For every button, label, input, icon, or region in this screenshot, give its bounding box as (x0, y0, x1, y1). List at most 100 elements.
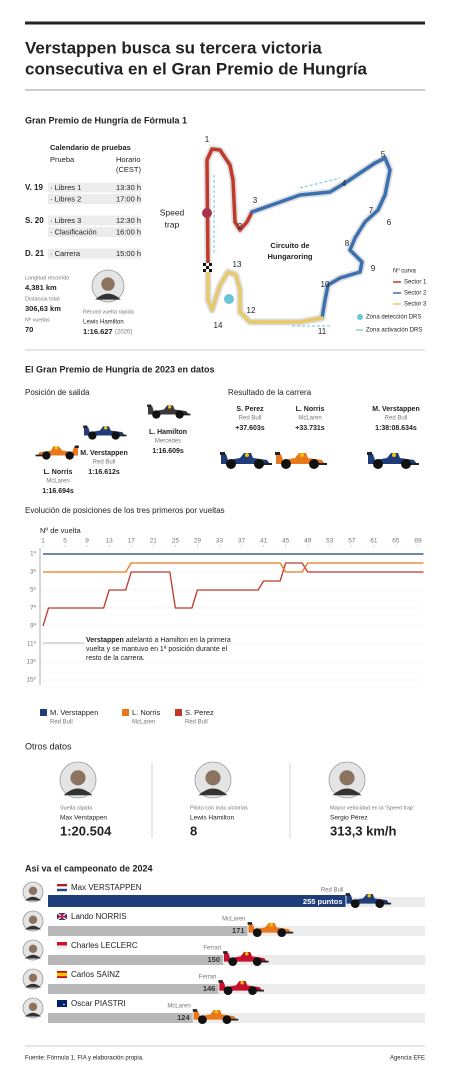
x-tick-label: 5 (63, 538, 67, 545)
car-wheel (198, 1015, 207, 1024)
curve-number: 12 (247, 306, 256, 315)
column-header: (CEST) (116, 165, 142, 174)
portrait-body (25, 983, 41, 988)
agency: Agencia EFE (390, 1056, 425, 1062)
legend-swatch (122, 709, 129, 716)
flag (57, 913, 67, 920)
x-tick-label: 57 (348, 538, 356, 545)
curve-number: 3 (253, 196, 258, 205)
curve-number: 13 (233, 260, 242, 269)
flag (57, 1000, 67, 1007)
row-background (48, 182, 141, 193)
curve-number: 9 (371, 264, 376, 273)
record-year: (2020) (115, 330, 132, 336)
legend-label: Sector 3 (404, 302, 427, 308)
car-wing (147, 404, 152, 407)
title: Verstappen busca su tercera victoria (25, 38, 322, 57)
driver-name: Charles LECLERC (71, 941, 138, 950)
source: Fuente: Fórmula 1, FIA y elaboración pro… (25, 1056, 144, 1062)
session-time: 12:30 h (116, 216, 141, 225)
lap-time: 1:16.612s (88, 469, 120, 476)
legend-label: Sector 1 (404, 280, 427, 286)
car-wheel (281, 459, 291, 469)
car-wheel (65, 451, 74, 460)
driver-name: Carlos SAINZ (71, 970, 120, 979)
lap-time: 1:16.609s (152, 448, 184, 455)
car-icon (275, 452, 327, 469)
car-icon (147, 404, 191, 419)
row-background (48, 227, 141, 237)
car-wing (275, 452, 280, 455)
legend-swatch (40, 709, 47, 716)
curve-number: 6 (387, 218, 392, 227)
bar (48, 926, 248, 936)
fact-label: Mayor velocidad en la 'Speed trap' (330, 805, 414, 811)
car-wheel (309, 459, 319, 469)
portrait-head (28, 1002, 38, 1011)
legend-swatch (175, 709, 182, 716)
car-wheel (252, 928, 262, 937)
curve-number: 14 (214, 321, 223, 330)
car-helmet (269, 923, 273, 927)
schedule-title: Calendario de pruebas (50, 143, 131, 152)
drs-zone (299, 177, 341, 189)
value-label: 146 (203, 984, 216, 993)
session-time: 15:00 h (116, 249, 141, 258)
x-tick-label: 45 (282, 538, 290, 545)
x-tick-label: 37 (238, 538, 246, 545)
car-helmet (214, 1010, 219, 1014)
session: · Libres 1 (50, 183, 81, 192)
portrait-head (339, 770, 355, 786)
legend-label: S. Perez (185, 708, 214, 717)
car-wing (119, 434, 127, 437)
axis-label: Nº de vuelta (40, 526, 82, 535)
value-label: 150 (207, 955, 220, 964)
portrait-body (63, 788, 93, 796)
car-icon (367, 452, 419, 469)
record-time: 1:16.627 (83, 327, 113, 336)
legend-label: M. Verstappen (50, 708, 98, 717)
chart-title: Así va el campeonato de 2024 (25, 863, 153, 873)
stat-value: 70 (25, 325, 33, 334)
portrait-body (25, 954, 41, 959)
portrait-head (205, 770, 221, 786)
portrait-head (101, 277, 115, 291)
race-time: 1:38:08.634s (375, 425, 417, 432)
bar-track (48, 1013, 425, 1023)
car-wing (285, 931, 294, 934)
y-tick-label: 11º (27, 641, 37, 648)
row-background (48, 194, 141, 204)
stat-label: Nº vueltas (25, 316, 50, 323)
curve-number: 4 (342, 179, 347, 188)
portrait-body (25, 1012, 41, 1017)
y-tick-label: 15º (26, 677, 36, 684)
flag (57, 945, 67, 949)
car-wheel (373, 459, 383, 469)
fact-value: 8 (190, 823, 197, 838)
legend-team: Red Bull (185, 720, 208, 726)
car-wheel (222, 1015, 232, 1024)
car-wing (230, 1018, 239, 1021)
car-wing (410, 463, 419, 465)
car-helmet (104, 426, 108, 430)
driver-name: S. Perez (236, 406, 264, 413)
x-tick-label: 25 (172, 538, 180, 545)
car-helmet (168, 405, 172, 409)
speed-trap-marker (202, 208, 212, 218)
car-wheel (42, 451, 51, 460)
start-flag (206, 263, 209, 266)
car-wheel (228, 957, 238, 966)
chart-title: Evolución de posiciones de los tres prim… (25, 506, 225, 515)
y-tick-label: 9º (30, 623, 37, 630)
driver-name: L. Norris (296, 406, 325, 413)
car-wheel (88, 431, 97, 440)
car-wing (220, 452, 225, 455)
session-time: 16:00 h (116, 227, 141, 236)
bar (48, 984, 219, 994)
portrait-head (70, 770, 86, 786)
subsection-title: Resultado de la carrera (228, 388, 312, 397)
annotation-body: adelantó a Hamilton en la primera vuelta… (86, 637, 231, 662)
y-tick-label: 1º (30, 551, 37, 558)
